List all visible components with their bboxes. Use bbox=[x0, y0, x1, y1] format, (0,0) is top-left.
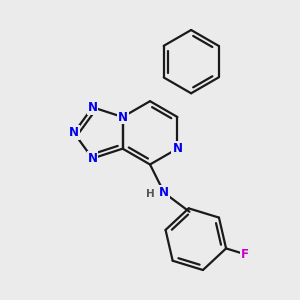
Text: N: N bbox=[118, 110, 128, 124]
Text: N: N bbox=[172, 142, 182, 155]
Text: N: N bbox=[88, 152, 98, 165]
Text: N: N bbox=[69, 126, 79, 139]
Text: N: N bbox=[88, 101, 98, 114]
Text: H: H bbox=[146, 189, 155, 199]
Text: N: N bbox=[159, 186, 169, 199]
Text: F: F bbox=[241, 248, 249, 261]
